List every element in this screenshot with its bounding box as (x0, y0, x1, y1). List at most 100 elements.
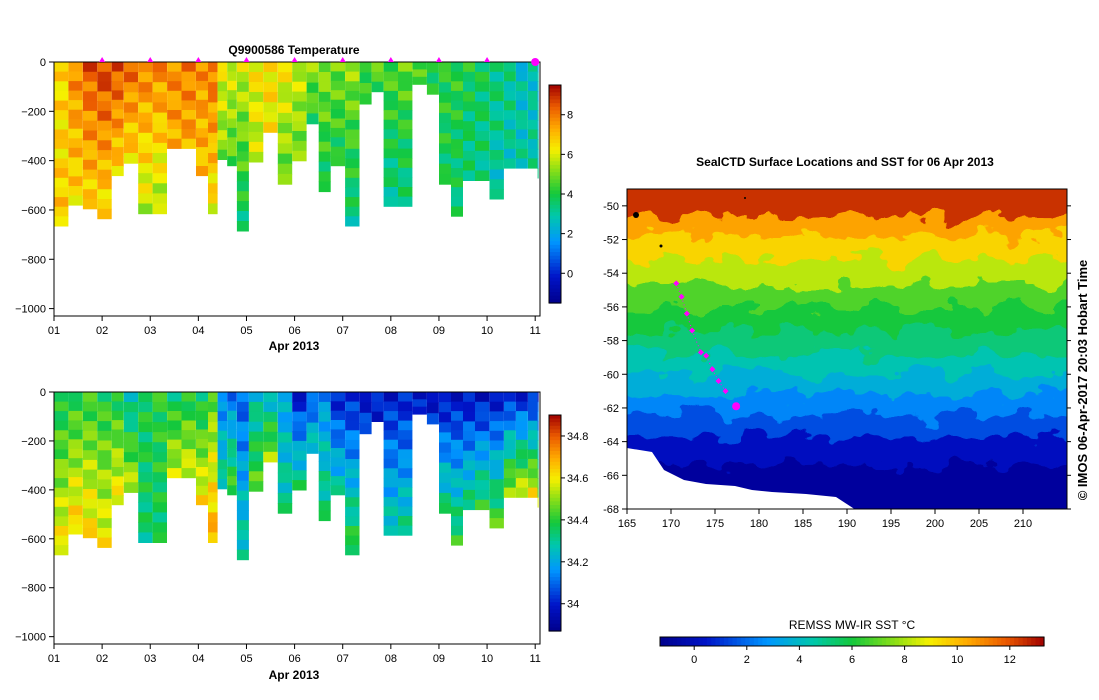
colorbar-swatch (660, 637, 665, 646)
profile-cell (318, 421, 331, 433)
profile-cell (196, 495, 208, 506)
profile-cell (345, 158, 360, 169)
profile-cell (503, 430, 516, 441)
profile-cell (227, 410, 237, 421)
island (659, 244, 663, 248)
colorbar-swatch (817, 637, 823, 646)
profile-cell (439, 153, 451, 165)
profile-cell (528, 90, 538, 102)
profile-cell (97, 179, 112, 190)
colorbar-swatch (549, 555, 561, 560)
profile-cell (138, 132, 153, 144)
profile-cell (111, 429, 124, 440)
profile-cell (167, 430, 182, 441)
profile-cell (82, 421, 98, 432)
colorbar-swatch (549, 204, 561, 210)
colorbar-swatch (924, 637, 930, 646)
profile-cell (463, 111, 475, 122)
profile-cell (123, 82, 139, 93)
profile-cell (111, 457, 124, 468)
profile-cell (111, 128, 124, 139)
profile-cell (451, 468, 463, 479)
profile-cell (167, 449, 182, 460)
profile-cell (152, 112, 167, 124)
y-tick-label: −1000 (15, 304, 46, 316)
profile-cell (306, 392, 319, 403)
profile-cell (537, 420, 539, 431)
profile-cell (318, 72, 331, 83)
profile-cell (292, 421, 307, 432)
colorbar-swatch (549, 183, 561, 188)
profile-cell (196, 485, 208, 496)
profile-cell (383, 449, 398, 460)
profile-cell (208, 193, 218, 205)
profile-cell (489, 430, 504, 442)
map-y-tick-label: -58 (603, 336, 619, 348)
profile-cell (68, 71, 83, 82)
profile-cell (318, 81, 331, 93)
profile-cell (181, 110, 196, 121)
profile-cell (345, 90, 360, 102)
profile-cell (383, 430, 398, 441)
profile-cell (528, 478, 538, 489)
colorbar-swatch (549, 465, 561, 470)
profile-cell (97, 199, 112, 210)
profile-cell (515, 158, 528, 169)
colorbar-tick-label: 34.8 (567, 431, 588, 443)
profile-cell (345, 449, 360, 460)
colorbar-swatch (549, 161, 561, 166)
profile-cell (196, 467, 208, 477)
colorbar-swatch (698, 637, 704, 646)
profile-cell (503, 129, 516, 140)
profile-cell (475, 489, 490, 501)
profile-cell (123, 482, 139, 493)
profile-cell (277, 62, 293, 73)
profile-cell (263, 411, 278, 423)
colorbar-swatch (877, 637, 883, 646)
profile-cell (345, 420, 360, 431)
profile-cell (68, 186, 83, 197)
colorbar-swatch (549, 95, 561, 101)
profile-cell (345, 535, 360, 546)
profile-cell (503, 392, 516, 403)
profile-cell (196, 429, 208, 440)
profile-cell (277, 133, 293, 144)
profile-cell (123, 442, 139, 453)
profile-cell (537, 168, 539, 179)
profile-cell (82, 91, 98, 102)
profile-cell (463, 411, 475, 422)
profile-cell (383, 100, 398, 111)
profile-cell (248, 411, 264, 423)
profile-cell (475, 460, 490, 471)
colorbar-swatch (549, 494, 561, 499)
profile-cell (451, 62, 463, 73)
profile-cell (181, 420, 196, 431)
profile-cell (475, 392, 490, 403)
profile-cell (503, 401, 516, 412)
colorbar-swatch (954, 637, 960, 646)
profile-cell (439, 422, 451, 433)
profile-cell (68, 410, 83, 421)
profile-cell (537, 62, 539, 73)
profile-cell (383, 167, 398, 178)
map-y-tick-label: -64 (603, 437, 619, 449)
colorbar-swatch (549, 559, 561, 564)
colorbar-swatch (549, 190, 561, 195)
surface-marker (531, 58, 540, 66)
profile-cell (97, 469, 112, 480)
profile-cell (528, 487, 538, 498)
colorbar-swatch (549, 573, 561, 578)
colorbar-swatch (864, 637, 870, 646)
profile-cell (208, 82, 218, 93)
surface-marker (243, 57, 250, 62)
profile-cell (54, 430, 69, 441)
profile-cell (217, 91, 228, 102)
profile-cell (54, 526, 69, 537)
profile-cell (318, 441, 331, 452)
profile-cell (345, 459, 360, 470)
profile-cell (82, 430, 98, 442)
profile-cell (306, 113, 319, 125)
profile-cell (398, 119, 413, 130)
profile-cell (345, 197, 360, 208)
colorbar-swatch (822, 637, 827, 646)
